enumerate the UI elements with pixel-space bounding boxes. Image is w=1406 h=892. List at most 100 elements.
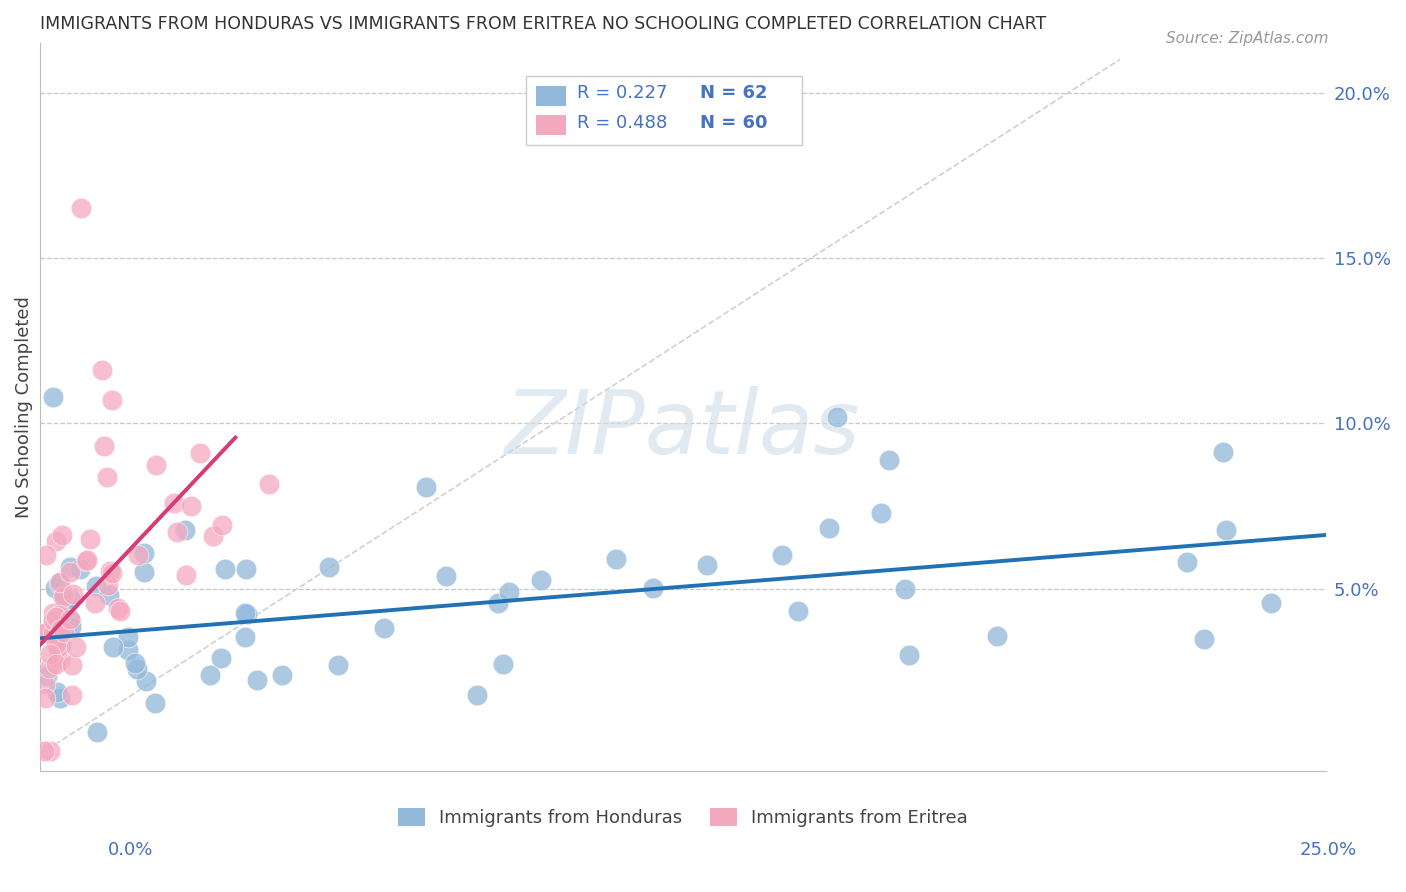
Point xyxy=(34,690,56,705)
Point xyxy=(134,565,156,579)
Point xyxy=(214,562,236,576)
Point xyxy=(318,560,340,574)
Point xyxy=(101,640,124,654)
Point xyxy=(49,624,72,638)
Point xyxy=(96,470,118,484)
Point xyxy=(696,558,718,572)
Point xyxy=(125,662,148,676)
Point xyxy=(60,619,83,633)
Text: Source: ZipAtlas.com: Source: ZipAtlas.com xyxy=(1166,31,1329,46)
Point xyxy=(328,657,350,672)
Point xyxy=(825,409,848,424)
Point xyxy=(51,622,73,636)
Point xyxy=(166,525,188,540)
Point xyxy=(51,527,73,541)
Point xyxy=(127,548,149,562)
Point xyxy=(52,590,75,604)
Text: N = 62: N = 62 xyxy=(700,84,768,102)
Point xyxy=(59,559,82,574)
Point xyxy=(101,393,124,408)
Point xyxy=(86,579,108,593)
Point xyxy=(1260,596,1282,610)
Point xyxy=(163,496,186,510)
Text: ZIPatlas: ZIPatlas xyxy=(505,385,860,472)
Point xyxy=(76,553,98,567)
Point xyxy=(465,688,488,702)
Point xyxy=(233,607,256,621)
Point xyxy=(79,532,101,546)
Point xyxy=(83,596,105,610)
FancyBboxPatch shape xyxy=(526,76,803,145)
Point xyxy=(48,640,70,655)
Point xyxy=(49,691,72,706)
Point xyxy=(492,657,515,672)
Point xyxy=(530,574,553,588)
Point xyxy=(59,615,82,629)
Point xyxy=(201,529,224,543)
Point xyxy=(135,673,157,688)
Point xyxy=(117,643,139,657)
Point xyxy=(436,569,458,583)
Point xyxy=(145,458,167,472)
Point xyxy=(59,612,82,626)
Point xyxy=(1215,523,1237,537)
Point xyxy=(174,567,197,582)
Y-axis label: No Schooling Completed: No Schooling Completed xyxy=(15,296,32,517)
Point xyxy=(65,640,87,654)
Point xyxy=(134,546,156,560)
Point xyxy=(143,697,166,711)
Point xyxy=(48,576,70,591)
Point xyxy=(49,607,72,622)
Point xyxy=(415,480,437,494)
Point xyxy=(38,661,60,675)
Point xyxy=(70,202,93,216)
Point xyxy=(69,562,91,576)
Point xyxy=(45,533,67,548)
Point xyxy=(898,648,921,662)
Point xyxy=(51,627,73,641)
Point xyxy=(1175,555,1198,569)
Point xyxy=(198,668,221,682)
Point xyxy=(45,609,67,624)
Point xyxy=(41,613,63,627)
Point xyxy=(271,668,294,682)
Point xyxy=(48,612,70,626)
Text: R = 0.227: R = 0.227 xyxy=(578,84,668,102)
Point xyxy=(53,589,76,603)
Point xyxy=(233,631,256,645)
Point xyxy=(46,640,69,654)
Point xyxy=(60,658,83,673)
Text: 25.0%: 25.0% xyxy=(1301,841,1357,859)
Point xyxy=(98,564,121,578)
Point xyxy=(59,566,82,580)
Point xyxy=(1192,632,1215,646)
Point xyxy=(49,653,72,667)
Point xyxy=(486,596,509,610)
Point xyxy=(75,554,97,568)
Point xyxy=(62,586,84,600)
Point xyxy=(38,624,60,638)
Point xyxy=(46,651,69,665)
Point xyxy=(53,592,76,607)
Point xyxy=(34,744,56,758)
Point xyxy=(117,630,139,644)
Point xyxy=(246,673,269,687)
Point xyxy=(188,446,211,460)
Point xyxy=(48,640,70,655)
Point xyxy=(97,578,120,592)
Point xyxy=(817,521,839,535)
Point xyxy=(770,549,793,563)
Point xyxy=(107,600,129,615)
Point xyxy=(101,566,124,581)
Point xyxy=(235,561,257,575)
Point xyxy=(39,648,62,662)
Point xyxy=(870,506,893,520)
Point xyxy=(641,581,664,595)
Point xyxy=(174,523,197,537)
Point xyxy=(60,689,83,703)
Point xyxy=(37,669,59,683)
Point xyxy=(32,625,55,640)
Point xyxy=(235,607,257,621)
Point xyxy=(49,574,72,589)
Point xyxy=(605,552,627,566)
